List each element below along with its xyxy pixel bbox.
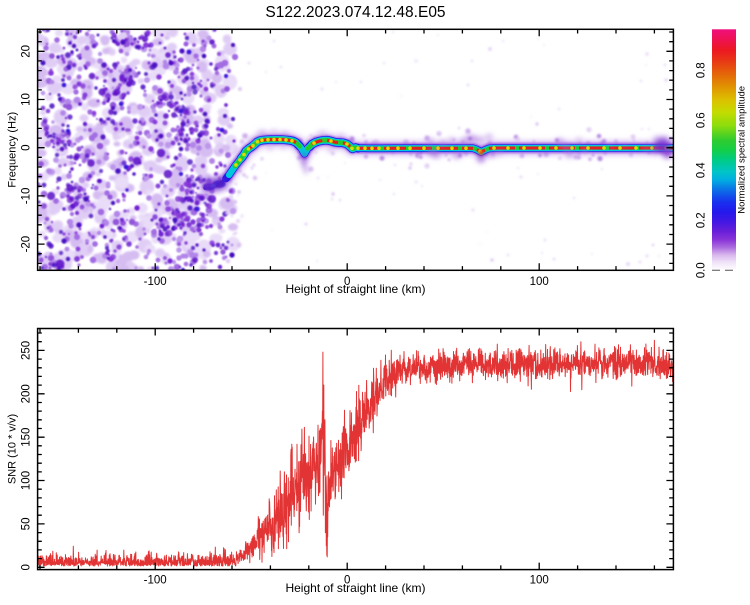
svg-text:200: 200 — [21, 384, 33, 403]
svg-text:0.8: 0.8 — [696, 62, 708, 78]
svg-text:0.6: 0.6 — [696, 112, 708, 128]
svg-text:0: 0 — [344, 575, 350, 587]
svg-text:250: 250 — [21, 341, 33, 360]
svg-text:Frequency (Hz): Frequency (Hz) — [7, 112, 19, 188]
svg-text:SNR (10 * v/v): SNR (10 * v/v) — [7, 414, 19, 484]
svg-text:Height of straight line (km): Height of straight line (km) — [285, 282, 425, 296]
svg-text:0.2: 0.2 — [696, 212, 708, 228]
svg-text:0: 0 — [21, 144, 33, 150]
svg-text:0: 0 — [344, 276, 350, 288]
svg-text:150: 150 — [21, 428, 33, 447]
svg-text:Height of straight line (km): Height of straight line (km) — [285, 581, 425, 595]
svg-text:-10: -10 — [21, 188, 33, 205]
svg-text:100: 100 — [530, 575, 549, 587]
svg-text:0.0: 0.0 — [696, 262, 708, 278]
svg-text:0.4: 0.4 — [696, 162, 708, 179]
svg-text:100: 100 — [21, 471, 33, 490]
svg-text:S122.2023.074.12.48.E05: S122.2023.074.12.48.E05 — [265, 4, 445, 21]
svg-text:10: 10 — [21, 93, 33, 106]
svg-text:50: 50 — [21, 518, 33, 531]
svg-text:-100: -100 — [144, 575, 167, 587]
svg-text:100: 100 — [530, 276, 549, 288]
svg-text:-20: -20 — [21, 236, 33, 253]
svg-text:0: 0 — [21, 564, 33, 570]
svg-text:Normalized spectral amplitude: Normalized spectral amplitude — [736, 86, 747, 214]
svg-text:-100: -100 — [144, 276, 167, 288]
svg-text:20: 20 — [21, 45, 33, 58]
